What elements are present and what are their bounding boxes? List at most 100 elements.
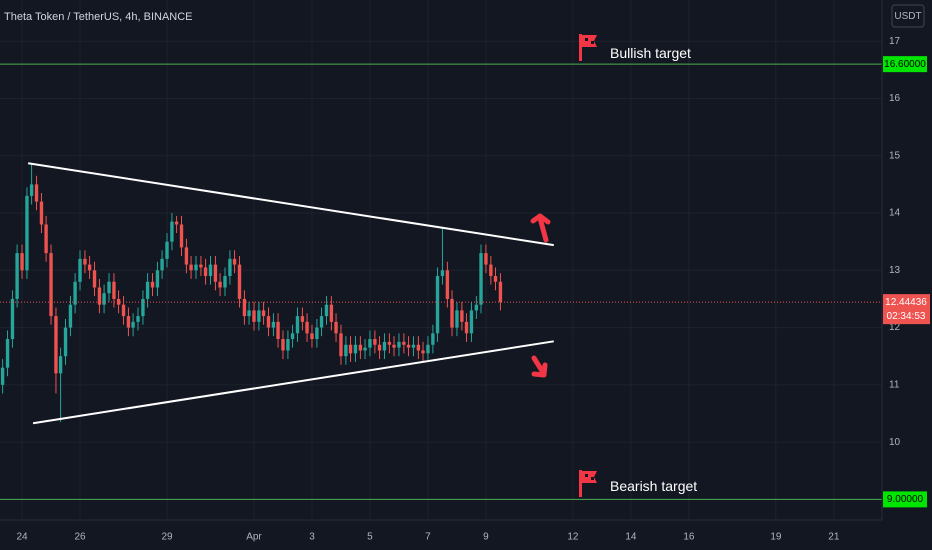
candle-body: [271, 321, 276, 328]
y-tick-label: 15: [889, 150, 901, 161]
x-tick-label: 5: [367, 532, 373, 543]
candle-body: [382, 341, 387, 351]
candle-body: [286, 339, 290, 351]
candle-body: [126, 316, 131, 328]
target-label-box: [883, 491, 927, 508]
candle-body: [310, 333, 314, 340]
candle-body: [261, 310, 266, 317]
candle-body: [136, 316, 140, 322]
candle-body: [0, 367, 5, 385]
candle-body: [10, 298, 15, 340]
candle-body: [25, 195, 29, 271]
candle-body: [493, 276, 498, 282]
target-label-box: [883, 56, 927, 73]
candle-body: [377, 344, 382, 351]
candle-body: [455, 310, 459, 328]
candle-body: [392, 344, 396, 348]
x-tick-label: 9: [483, 532, 489, 543]
candle-body: [247, 310, 251, 317]
up-arrow: [530, 213, 551, 243]
x-tick-label: Apr: [246, 532, 262, 543]
trend-line: [27, 162, 554, 247]
candle-body: [20, 253, 24, 271]
candle-body: [319, 316, 324, 328]
candle-body: [208, 264, 213, 277]
candle-body: [445, 270, 450, 299]
candle-body: [406, 344, 411, 348]
candle-body: [281, 339, 285, 351]
candle-body: [5, 339, 10, 368]
x-tick-label: 16: [683, 532, 695, 543]
candle-body: [223, 276, 227, 288]
candle-body: [489, 264, 493, 277]
candle-body: [315, 327, 319, 340]
x-tick-label: 21: [828, 532, 840, 543]
candle-body: [63, 327, 68, 357]
candle-body: [368, 339, 372, 348]
candle-body: [194, 264, 198, 271]
y-tick-label: 13: [889, 265, 901, 276]
candle-body: [160, 258, 164, 271]
candle-body: [363, 347, 367, 351]
grid: [0, 0, 882, 520]
x-tick-label: 12: [567, 532, 579, 543]
candle-body: [402, 341, 406, 345]
candle-body: [290, 333, 295, 340]
candle-body: [266, 316, 271, 328]
x-tick-label: 26: [74, 532, 86, 543]
candle-body: [121, 304, 126, 317]
candle-body: [295, 316, 300, 334]
candle-body: [78, 258, 82, 282]
x-tick-label: 14: [625, 532, 637, 543]
candle-body: [44, 224, 48, 254]
y-tick-label: 11: [889, 379, 900, 390]
target-label: 9.00000: [887, 494, 924, 505]
candle-body: [474, 304, 479, 311]
flag-icon: [579, 34, 597, 61]
candle-body: [358, 344, 363, 351]
candle-body: [58, 356, 63, 374]
y-tick-label: 12: [889, 322, 901, 333]
x-tick-label: 24: [16, 532, 28, 543]
candle-body: [39, 201, 44, 225]
candle-body: [276, 321, 280, 340]
candle-body: [141, 298, 145, 317]
candle-body: [112, 281, 116, 299]
candle-body: [73, 281, 77, 305]
candle-body: [324, 304, 329, 317]
down-arrow: [531, 355, 548, 378]
flag-icon: [579, 470, 597, 497]
candle-body: [397, 341, 401, 348]
candle-body: [228, 258, 232, 277]
candle-body: [305, 321, 309, 334]
candle-body: [252, 310, 256, 322]
candle-body: [34, 184, 39, 202]
candle-body: [15, 253, 19, 299]
candle-body: [484, 253, 488, 265]
candle-body: [348, 344, 353, 354]
candle-body: [440, 270, 445, 277]
candle-body: [300, 316, 305, 322]
candle-body: [155, 270, 160, 288]
last-price-box: [883, 294, 930, 325]
candle-body: [353, 344, 358, 354]
candle-body: [203, 267, 208, 277]
candle-body: [232, 258, 237, 265]
candle-body: [242, 298, 247, 317]
chart-title: Theta Token / TetherUS, 4h, BINANCE: [4, 11, 193, 23]
candle-body: [460, 310, 464, 322]
target-label: 16.60000: [884, 59, 926, 70]
candle-body: [464, 321, 469, 334]
currency-box: [891, 4, 925, 28]
candle-body: [469, 310, 474, 334]
candle-body: [237, 264, 242, 299]
candle-body: [165, 241, 169, 259]
candle-body: [87, 264, 92, 271]
candle-body: [387, 341, 392, 345]
candle-body: [257, 310, 261, 322]
y-tick-label: 16: [889, 93, 901, 104]
candle-body: [329, 304, 334, 322]
candle-body: [450, 298, 454, 328]
currency-label: USDT: [894, 11, 921, 22]
